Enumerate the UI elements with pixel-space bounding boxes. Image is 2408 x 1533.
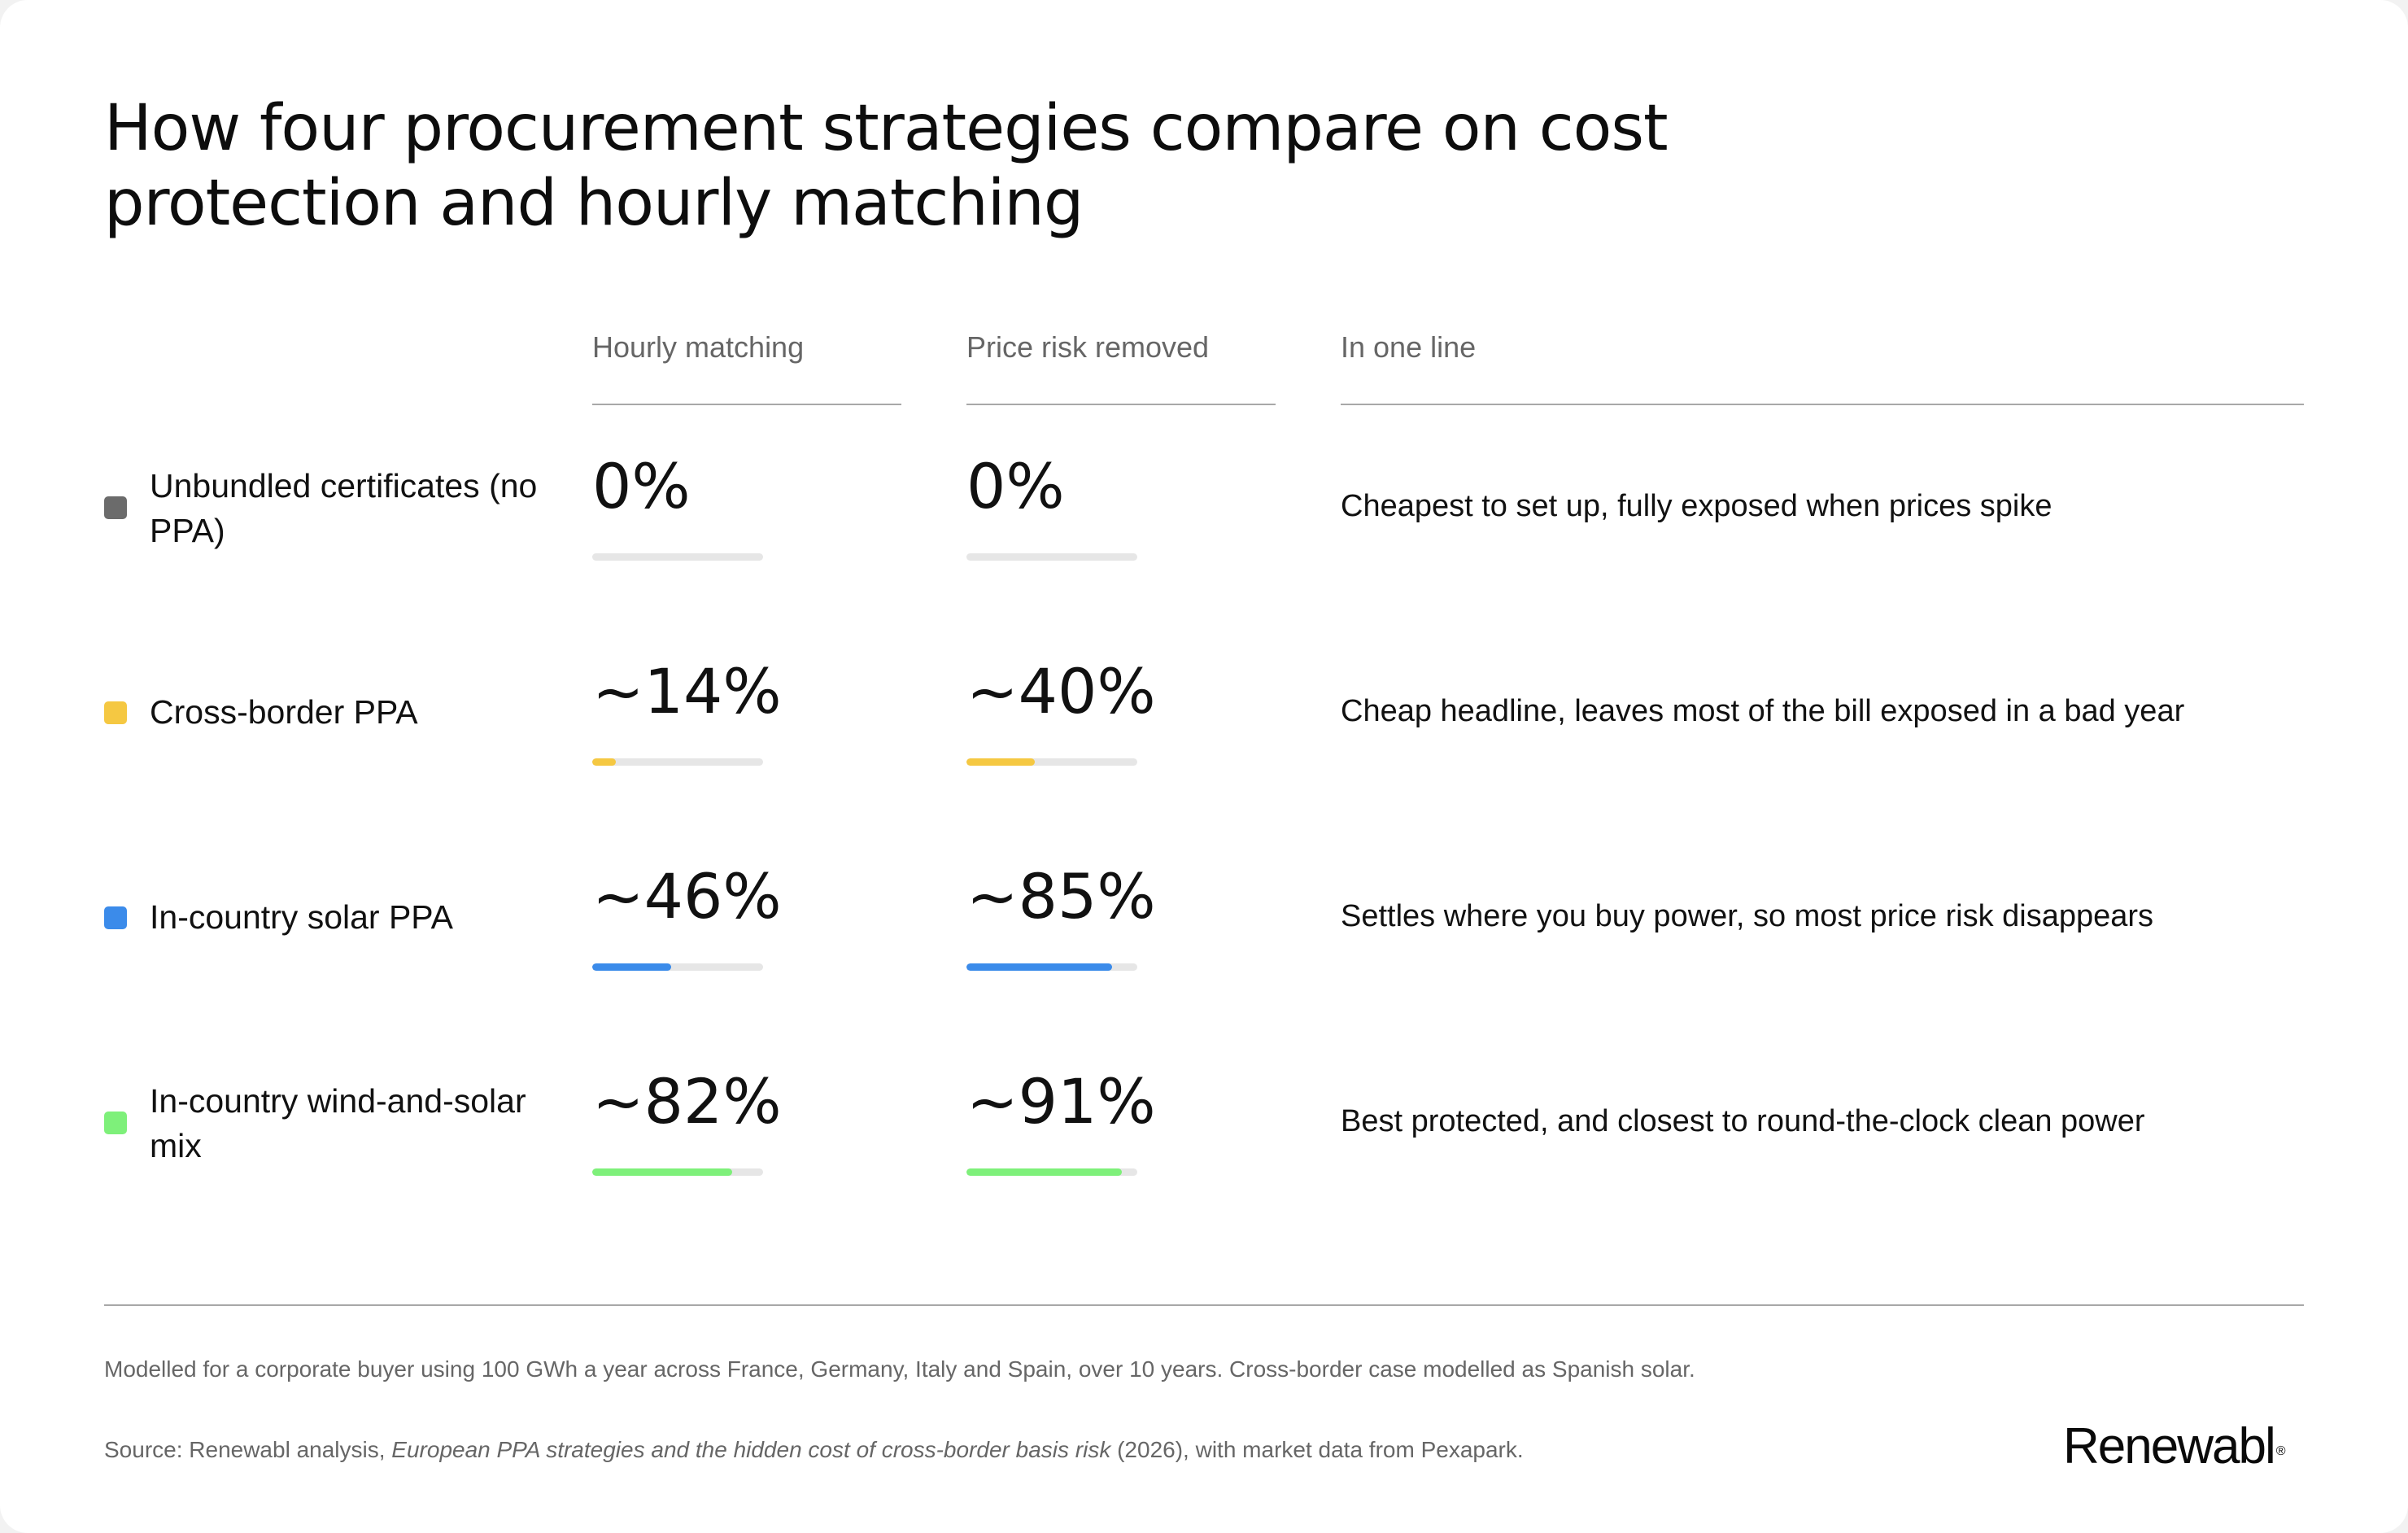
column-header-one-line: In one line — [1341, 330, 1477, 364]
chart-title: How four procurement strategies compare … — [104, 92, 1669, 240]
bar-track-price-risk-removed — [966, 1168, 1137, 1176]
methodology-note: Modelled for a corporate buyer using 100… — [104, 1356, 1695, 1382]
bar-track-price-risk-removed — [966, 553, 1137, 561]
bar-fill-price-risk-removed — [966, 963, 1112, 971]
bar-fill-price-risk-removed — [966, 1168, 1122, 1176]
bar-track-price-risk-removed — [966, 963, 1137, 971]
bar-track-hourly-matching — [592, 963, 763, 971]
source-line: Source: Renewabl analysis, European PPA … — [104, 1432, 1975, 1468]
bar-fill-price-risk-removed — [966, 758, 1035, 766]
value-label-price-risk-removed: ~40% — [966, 655, 1156, 727]
value-label-price-risk-removed: ~91% — [966, 1065, 1156, 1138]
value-label-hourly-matching: ~46% — [592, 860, 782, 932]
strategy-row-in-country-solar-ppa: In-country solar PPA ~46% ~85% Settles wher… — [0, 838, 2408, 971]
value-label-hourly-matching: 0% — [592, 450, 691, 522]
renewabl-logo: Renewabl ® — [2063, 1416, 2286, 1478]
bar-track-hourly-matching — [592, 758, 763, 766]
summary-text: Settles where you buy power, so most pri… — [1341, 899, 2154, 933]
bar-fill-hourly-matching — [592, 1168, 732, 1176]
strategy-name: In-country solar PPA — [150, 898, 453, 936]
bar-track-hourly-matching — [592, 1168, 763, 1176]
summary-text: Cheap headline, leaves most of the bill … — [1341, 694, 2185, 728]
summary-text: Best protected, and closest to round-the… — [1341, 1104, 2145, 1138]
legend-swatch — [104, 701, 127, 724]
value-label-hourly-matching: ~14% — [592, 655, 782, 727]
strategy-name: Cross-border PPA — [150, 693, 418, 731]
value-label-hourly-matching: ~82% — [592, 1065, 782, 1138]
bar-fill-hourly-matching — [592, 758, 616, 766]
value-label-price-risk-removed: ~85% — [966, 860, 1156, 932]
column-header-price-risk: Price risk removed — [966, 330, 1210, 364]
bar-fill-hourly-matching — [592, 963, 671, 971]
value-label-price-risk-removed: 0% — [966, 450, 1065, 522]
source-title: European PPA strategies and the hidden c… — [391, 1437, 1111, 1462]
registered-mark: ® — [2275, 1444, 2286, 1458]
footer-rule — [104, 1304, 2304, 1306]
strategy-row-unbundled-certificates-no-ppa: Unbundled certificates (no PPA) 0% 0% Cheap… — [0, 428, 2408, 561]
strategy-row-in-country-wind-and-solar-mix: In-country wind-and-solar mix ~82% ~91% Bes… — [0, 1043, 2408, 1176]
legend-swatch — [104, 1112, 127, 1134]
legend-swatch — [104, 496, 127, 519]
column-rule-hourly-matching — [592, 404, 901, 405]
column-rule-price-risk — [966, 404, 1276, 405]
source-suffix: (2026), with market data from Pexapark. — [1110, 1437, 1524, 1462]
legend-swatch — [104, 906, 127, 929]
logo-wordmark: Renewabl — [2063, 1418, 2276, 1474]
strategy-name: In-country wind-and-solar mix — [150, 1082, 526, 1164]
column-rule-one-line — [1341, 404, 2304, 405]
source-prefix: Source: Renewabl analysis, — [104, 1437, 392, 1462]
strategy-name: Unbundled certificates (no PPA) — [150, 467, 538, 549]
column-header-hourly-matching: Hourly matching — [592, 330, 805, 364]
bar-track-hourly-matching — [592, 553, 763, 561]
strategy-row-cross-border-ppa: Cross-border PPA ~14% ~40% Cheap headline, … — [0, 633, 2408, 766]
summary-text: Cheapest to set up, fully exposed when p… — [1341, 489, 2052, 523]
bar-track-price-risk-removed — [966, 758, 1137, 766]
